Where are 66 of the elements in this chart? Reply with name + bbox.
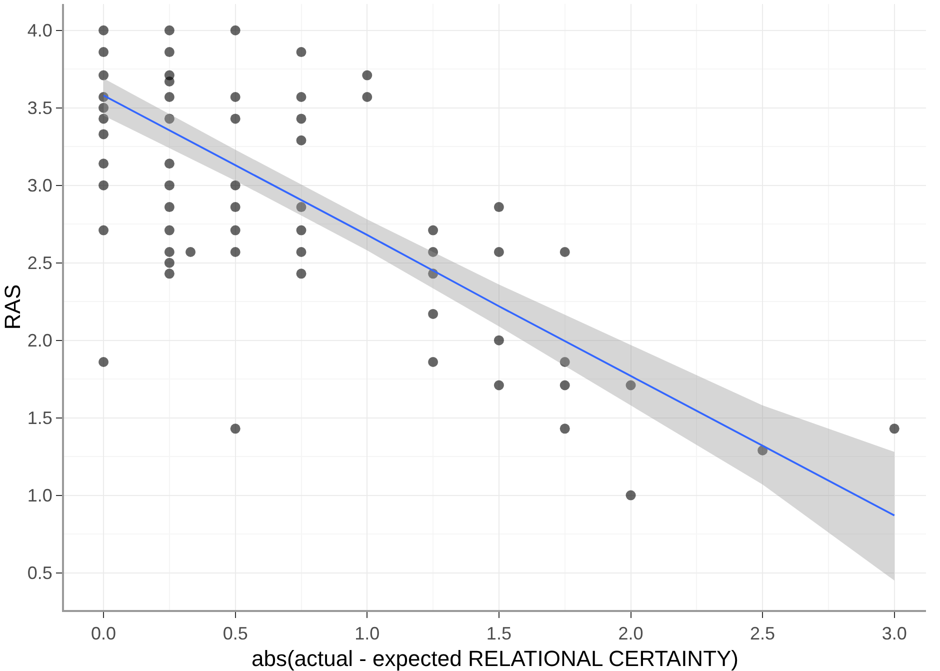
point: [230, 25, 240, 36]
point: [230, 246, 240, 257]
point: [428, 225, 438, 236]
point: [164, 202, 174, 212]
point: [230, 202, 240, 212]
point: [98, 180, 109, 190]
point: [230, 424, 240, 434]
point: [164, 268, 174, 279]
point: [230, 114, 240, 124]
y-tick-label: 3.5: [27, 98, 52, 118]
y-tick-label: 2.0: [27, 330, 52, 351]
point: [164, 246, 174, 257]
point: [494, 202, 504, 212]
y-tick-label: 3.0: [27, 176, 52, 196]
point: [98, 25, 109, 36]
y-axis-title: RAS: [0, 284, 25, 330]
y-tick-label: 1.5: [27, 408, 52, 428]
point: [560, 424, 570, 434]
point: [626, 490, 636, 500]
point: [98, 158, 109, 169]
point: [230, 92, 240, 102]
point: [494, 380, 504, 390]
point: [296, 92, 306, 102]
point: [230, 225, 240, 236]
point: [428, 357, 438, 368]
x-tick-label: 1.5: [486, 624, 512, 644]
point: [560, 246, 570, 257]
point: [494, 246, 504, 257]
point: [164, 47, 174, 58]
x-axis-title: abs(actual - expected RELATIONAL CERTAINTY): [251, 646, 739, 671]
x-tick-label: 2.0: [618, 624, 644, 644]
x-tick-label: 2.5: [750, 624, 776, 644]
point: [98, 129, 109, 140]
point: [164, 92, 174, 102]
point: [164, 158, 174, 169]
x-tick-label: 0.5: [222, 624, 248, 644]
point: [164, 180, 174, 190]
x-tick-label: 3.0: [882, 624, 907, 644]
x-tick-label: 0.0: [91, 624, 116, 644]
point: [186, 246, 196, 257]
point: [296, 246, 306, 257]
point: [560, 380, 570, 390]
y-tick-label: 0.5: [27, 563, 52, 584]
point: [362, 70, 372, 80]
point: [428, 308, 438, 319]
point: [164, 225, 174, 236]
point: [296, 135, 306, 146]
point: [98, 225, 109, 236]
point: [494, 335, 504, 346]
point: [98, 47, 109, 58]
point: [296, 268, 306, 279]
point: [296, 114, 306, 124]
point: [164, 258, 174, 268]
point: [296, 225, 306, 236]
y-tick-label: 4.0: [27, 20, 52, 41]
point: [164, 25, 174, 36]
point: [98, 70, 109, 80]
y-tick-label: 2.5: [27, 253, 52, 274]
y-tick-label: 1.0: [27, 486, 52, 506]
point: [98, 357, 109, 368]
point: [889, 424, 900, 434]
point: [362, 92, 372, 102]
point: [164, 76, 174, 86]
point: [230, 180, 240, 190]
point: [296, 47, 306, 58]
x-tick-label: 1.0: [354, 624, 380, 644]
